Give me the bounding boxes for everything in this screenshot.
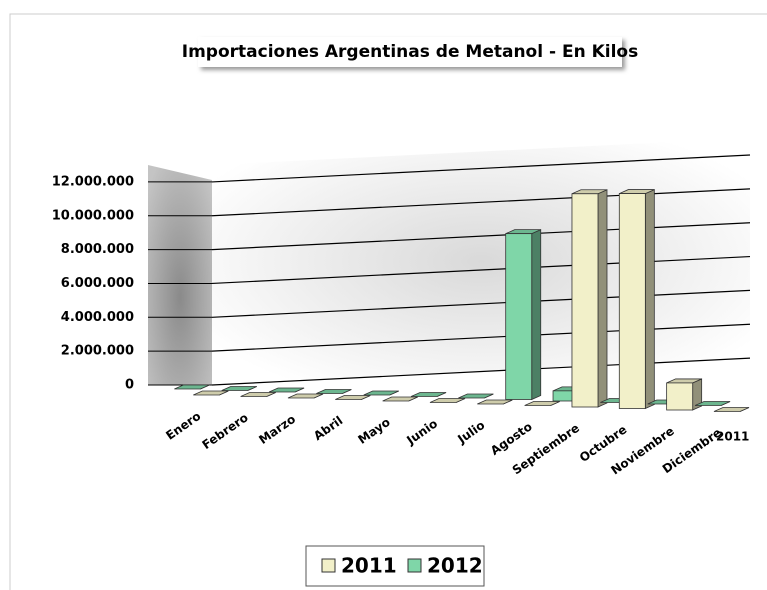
bar-top [458, 393, 494, 399]
y-tick-label: 4.000.000 [61, 310, 134, 325]
bar-top [335, 395, 371, 400]
bar-top [221, 386, 257, 391]
y-tick-label: 10.000.000 [52, 208, 134, 223]
bar-top [193, 390, 229, 396]
bar [666, 382, 694, 411]
grid-line [211, 289, 751, 318]
y-tick-label: 6.000.000 [61, 276, 134, 291]
bar [505, 233, 533, 400]
bar [571, 193, 599, 408]
bar-top [429, 398, 466, 403]
y-tick-label: 2.000.000 [61, 344, 134, 359]
chart-border [9, 13, 767, 590]
legend-label: 2011 [341, 554, 397, 578]
back-wall [212, 138, 750, 385]
bar-top [410, 392, 447, 397]
x-tick-label: Abril [311, 413, 345, 443]
bar-top [363, 390, 399, 396]
bar-side [644, 188, 655, 410]
x-tick-label: Marzo [256, 412, 298, 447]
bar-side [531, 229, 542, 401]
y-tick-label: 0 [125, 378, 134, 393]
bar [618, 193, 646, 409]
x-tick-label: Mayo [355, 415, 392, 447]
legend-swatch [407, 558, 422, 573]
grid-line [211, 357, 751, 386]
plot-area: 0 2.000.000 4.000.000 6.000.000 8.000.000 10.… [52, 138, 751, 477]
bar-top [477, 399, 513, 405]
grid-line [211, 222, 751, 251]
depth-label: 2011 [716, 430, 749, 444]
title-box [198, 37, 622, 67]
side-wall [148, 165, 212, 385]
legend: 2011 2012 [321, 554, 483, 578]
x-tick-label: Febrero [200, 410, 251, 452]
legend-swatch [321, 558, 336, 573]
bar-top [174, 384, 210, 390]
legend-label: 2012 [427, 554, 483, 578]
bar-top [240, 392, 276, 397]
bar-top [713, 407, 750, 412]
x-tick-label: Julio [454, 418, 487, 447]
bar-top [382, 396, 418, 402]
chart-title: Importaciones Argentinas de Metanol - En… [182, 42, 638, 62]
grid-line [211, 323, 751, 352]
x-tick-label: Enero [163, 409, 203, 443]
y-tick-label: 12.000.000 [52, 174, 134, 189]
grid-line [211, 188, 751, 217]
grid-line [211, 255, 751, 285]
grid-line [211, 154, 751, 183]
bar-top [524, 401, 560, 406]
y-tick-label: 8.000.000 [61, 242, 134, 257]
bar-top [316, 389, 352, 394]
bar-side [597, 189, 608, 408]
bar-top [287, 393, 324, 399]
legend-box [305, 545, 485, 587]
x-tick-label: Junio [403, 416, 440, 447]
bar-top [268, 387, 305, 393]
bar-top [694, 401, 731, 406]
